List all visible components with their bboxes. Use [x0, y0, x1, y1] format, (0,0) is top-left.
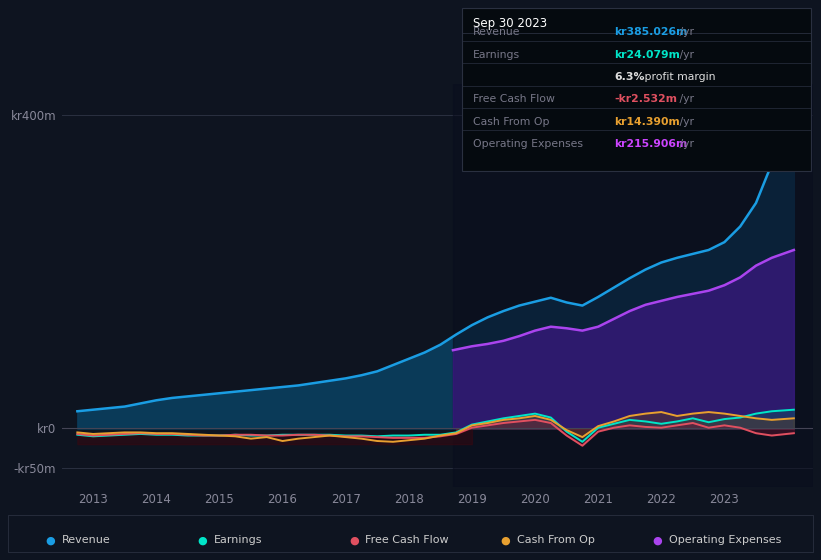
Text: ●: ● [501, 535, 511, 545]
Text: /yr: /yr [676, 95, 694, 105]
Text: Earnings: Earnings [213, 535, 262, 545]
Text: /yr: /yr [676, 117, 694, 127]
Text: ●: ● [197, 535, 207, 545]
Text: Operating Expenses: Operating Expenses [473, 139, 583, 150]
Text: ●: ● [45, 535, 55, 545]
Text: Revenue: Revenue [62, 535, 110, 545]
Text: Free Cash Flow: Free Cash Flow [365, 535, 449, 545]
Text: Free Cash Flow: Free Cash Flow [473, 95, 555, 105]
Text: ●: ● [653, 535, 663, 545]
Text: Operating Expenses: Operating Expenses [669, 535, 782, 545]
Text: kr385.026m: kr385.026m [614, 27, 687, 38]
Text: Cash From Op: Cash From Op [473, 117, 549, 127]
Text: Cash From Op: Cash From Op [517, 535, 595, 545]
Text: -kr2.532m: -kr2.532m [614, 95, 677, 105]
Text: /yr: /yr [676, 139, 694, 150]
Text: profit margin: profit margin [641, 72, 716, 82]
Text: ●: ● [349, 535, 359, 545]
Text: /yr: /yr [676, 50, 694, 60]
Text: Revenue: Revenue [473, 27, 521, 38]
Text: kr24.079m: kr24.079m [614, 50, 680, 60]
Text: 6.3%: 6.3% [614, 72, 644, 82]
Text: Sep 30 2023: Sep 30 2023 [473, 17, 547, 30]
Bar [453, 84, 813, 487]
Text: Earnings: Earnings [473, 50, 520, 60]
Text: kr14.390m: kr14.390m [614, 117, 680, 127]
Text: kr215.906m: kr215.906m [614, 139, 687, 150]
Text: /yr: /yr [676, 27, 694, 38]
